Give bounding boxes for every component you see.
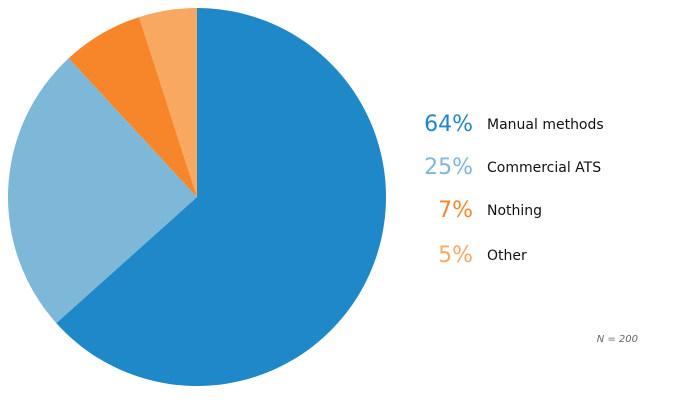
pie-slice bbox=[68, 17, 197, 198]
legend-label: Manual methods bbox=[487, 117, 604, 133]
pie-slice bbox=[139, 7, 197, 197]
pie-slice bbox=[56, 8, 386, 386]
legend-label: Nothing bbox=[487, 203, 542, 219]
legend-label: Other bbox=[487, 248, 527, 264]
value-label: 5% bbox=[438, 243, 473, 268]
value-label: 25% bbox=[424, 155, 473, 180]
legend-label: Commercial ATS bbox=[487, 160, 601, 176]
value-label: 64% bbox=[424, 112, 473, 137]
pie-slice bbox=[8, 58, 198, 324]
value-label: 7% bbox=[438, 198, 473, 223]
note: N = 200 bbox=[597, 334, 638, 345]
